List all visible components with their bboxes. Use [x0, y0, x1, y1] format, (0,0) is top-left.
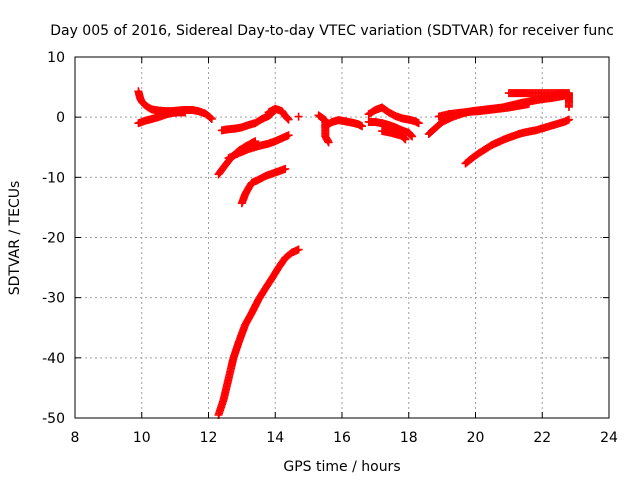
y-tick-label: -50: [42, 411, 65, 427]
series-arc-7: [237, 164, 290, 208]
axis-ticks: 8 10 12 14 16 18 20 22 24 -50 -40 -30 -20 -10 0 10: [42, 50, 618, 446]
data-point-marker: [358, 122, 367, 131]
series-arc-8: [214, 245, 303, 419]
data-point-marker: [564, 102, 573, 111]
series-arc-14: [378, 127, 410, 144]
x-tick-label: 22: [533, 430, 551, 446]
data-point-marker: [564, 115, 573, 124]
data-point-marker: [283, 114, 292, 123]
y-tick-label: 0: [56, 110, 65, 126]
x-tick-label: 16: [333, 430, 351, 446]
x-tick-label: 18: [400, 430, 418, 446]
series-arc-3: [217, 109, 276, 135]
data-point-marker: [524, 99, 533, 108]
data-point-marker: [407, 131, 416, 140]
series-arc-10: [314, 111, 333, 147]
series-arc-9: [294, 112, 303, 121]
data-point-marker: [294, 245, 303, 254]
data-point-marker: [294, 112, 303, 121]
x-tick-label: 12: [200, 430, 218, 446]
data-point-marker: [401, 135, 410, 144]
data-point-marker: [408, 132, 417, 141]
data-point-marker: [282, 113, 291, 122]
data-points: [134, 87, 573, 419]
y-tick-label: -20: [42, 231, 65, 247]
data-point-marker: [414, 119, 423, 128]
data-point-marker: [181, 108, 190, 117]
series-arc-18: [461, 115, 573, 168]
y-tick-label: -10: [42, 170, 65, 186]
data-point-marker: [207, 114, 216, 123]
x-tick-label: 14: [266, 430, 284, 446]
x-tick-label: 20: [467, 430, 485, 446]
data-point-marker: [281, 164, 290, 173]
x-tick-label: 24: [600, 430, 618, 446]
y-tick-label: -40: [42, 351, 65, 367]
chart-title: Day 005 of 2016, Sidereal Day-to-day VTE…: [50, 23, 614, 39]
x-tick-label: 10: [133, 430, 151, 446]
y-tick-label: 10: [47, 50, 65, 66]
series-arc-4: [264, 104, 293, 124]
data-point-marker: [400, 134, 409, 143]
series-arc-16: [434, 99, 533, 121]
y-tick-label: -30: [42, 291, 65, 307]
data-point-marker: [284, 131, 293, 140]
x-axis-label: GPS time / hours: [283, 459, 400, 475]
series-arc-2: [134, 108, 190, 128]
x-tick-label: 8: [71, 430, 80, 446]
data-point-marker: [206, 113, 215, 122]
series-arc-6: [224, 131, 293, 163]
series-arc-13: [364, 117, 417, 141]
series-arc-11: [321, 116, 367, 131]
data-point-marker: [284, 115, 293, 124]
y-axis-label: SDTVAR / TECUs: [7, 181, 23, 296]
series-arc-17: [504, 89, 573, 111]
series-arc-12: [364, 103, 423, 128]
data-point-marker: [399, 133, 408, 142]
data-point-marker: [324, 138, 333, 147]
data-point-marker: [406, 130, 415, 139]
